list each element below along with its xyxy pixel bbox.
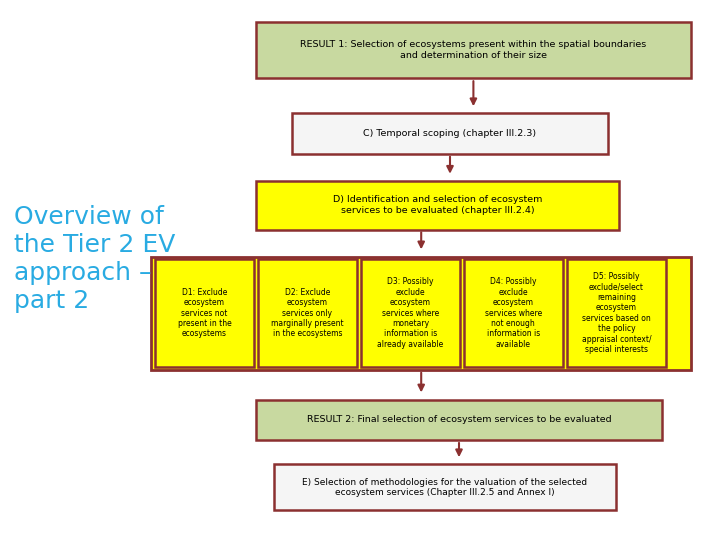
- Text: Overview of
the Tier 2 EV
approach –
part 2: Overview of the Tier 2 EV approach – par…: [14, 206, 176, 313]
- FancyBboxPatch shape: [258, 259, 357, 367]
- Text: C) Temporal scoping (chapter III.2.3): C) Temporal scoping (chapter III.2.3): [364, 129, 536, 138]
- FancyBboxPatch shape: [256, 181, 619, 230]
- Text: RESULT 2: Final selection of ecosystem services to be evaluated: RESULT 2: Final selection of ecosystem s…: [307, 415, 611, 424]
- Text: D1: Exclude
ecosystem
services not
present in the
ecosystems: D1: Exclude ecosystem services not prese…: [178, 288, 231, 339]
- Text: RESULT 1: Selection of ecosystems present within the spatial boundaries
and dete: RESULT 1: Selection of ecosystems presen…: [300, 40, 647, 59]
- FancyBboxPatch shape: [256, 400, 662, 440]
- Text: D4: Possibly
exclude
ecosystem
services where
not enough
information is
availabl: D4: Possibly exclude ecosystem services …: [485, 278, 542, 349]
- Text: E) Selection of methodologies for the valuation of the selected
ecosystem servic: E) Selection of methodologies for the va…: [302, 478, 588, 497]
- FancyBboxPatch shape: [567, 259, 666, 367]
- FancyBboxPatch shape: [361, 259, 460, 367]
- Text: D3: Possibly
exclude
ecosystem
services where
monetary
information is
already av: D3: Possibly exclude ecosystem services …: [377, 278, 444, 349]
- FancyBboxPatch shape: [155, 259, 254, 367]
- FancyBboxPatch shape: [292, 113, 608, 154]
- FancyBboxPatch shape: [151, 256, 691, 370]
- FancyBboxPatch shape: [256, 22, 691, 78]
- Text: D) Identification and selection of ecosystem
services to be evaluated (chapter I: D) Identification and selection of ecosy…: [333, 195, 542, 215]
- FancyBboxPatch shape: [464, 259, 563, 367]
- Text: D5: Possibly
exclude/select
remaining
ecosystem
services based on
the policy
app: D5: Possibly exclude/select remaining ec…: [582, 272, 651, 354]
- FancyBboxPatch shape: [274, 464, 616, 510]
- Text: D2: Exclude
ecosystem
services only
marginally present
in the ecosystems: D2: Exclude ecosystem services only marg…: [271, 288, 343, 339]
